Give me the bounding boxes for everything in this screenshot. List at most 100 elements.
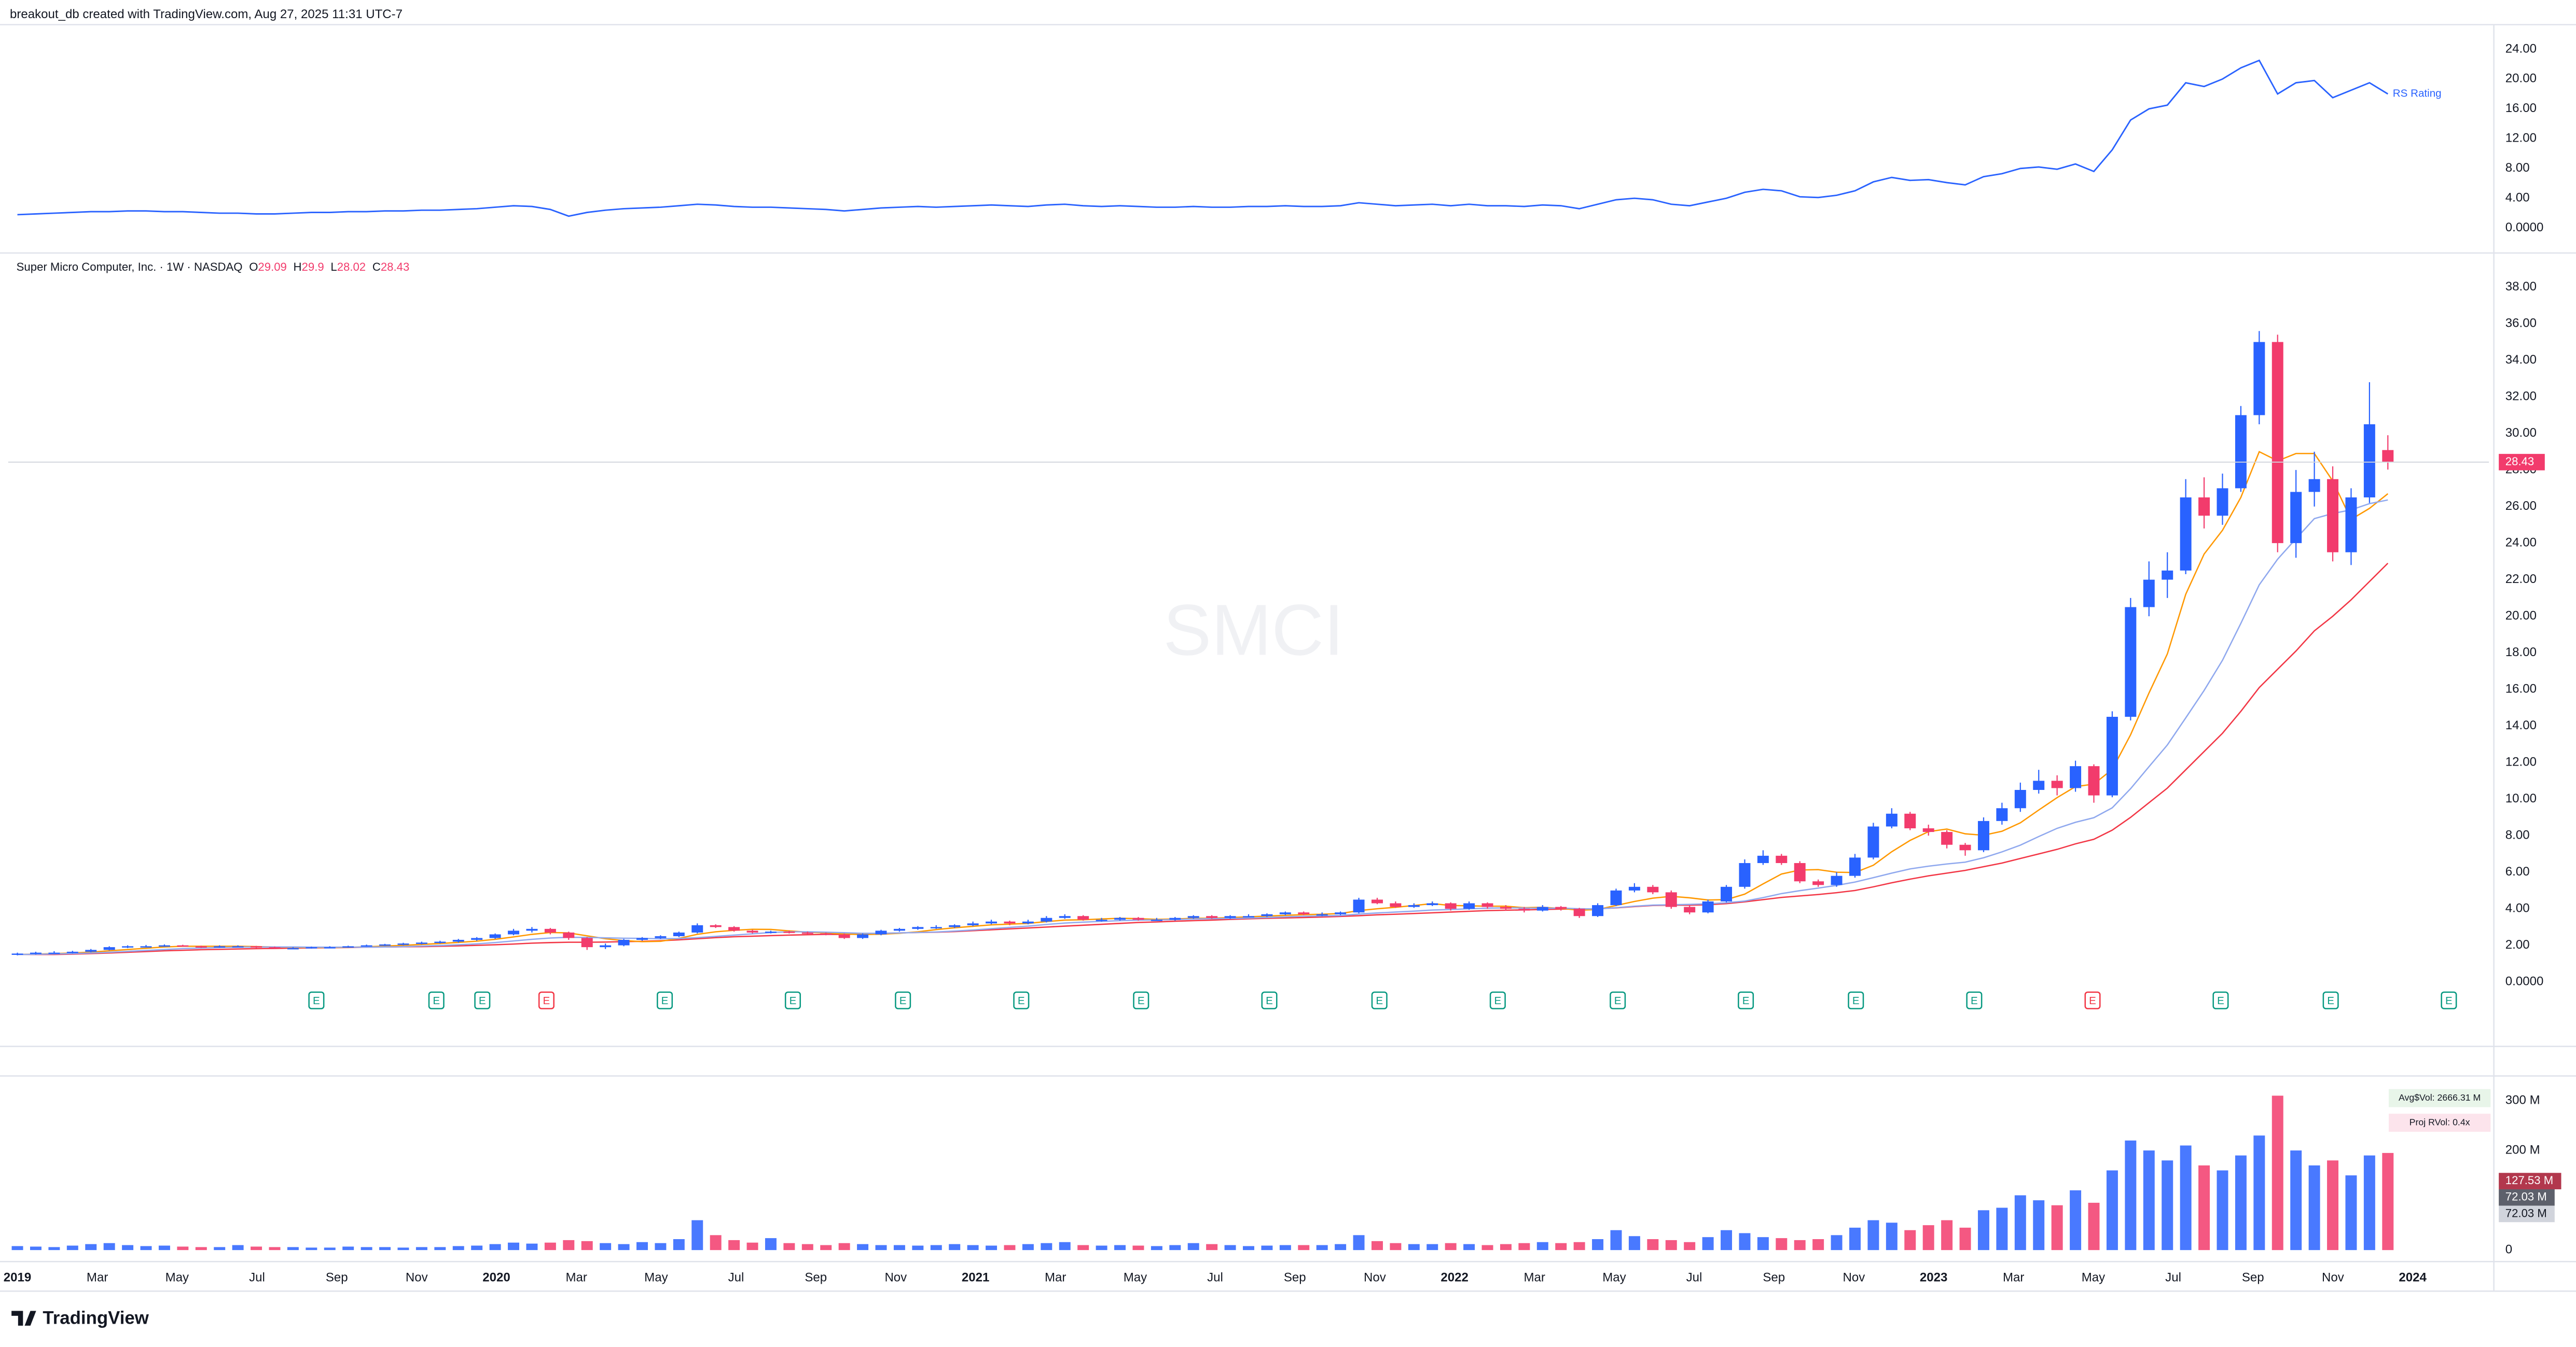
volume-bar — [544, 1242, 556, 1251]
volume-bar — [1059, 1242, 1071, 1251]
volume-bar — [2253, 1135, 2265, 1251]
volume-bar — [103, 1243, 115, 1251]
volume-bar — [508, 1242, 519, 1251]
candle-body — [1628, 886, 1640, 891]
candle-body — [1647, 886, 1659, 893]
candle-body — [1206, 916, 1218, 918]
volume-bar — [1077, 1245, 1089, 1251]
series-label: RS Rating — [2393, 88, 2442, 100]
volume-bar — [1996, 1207, 2008, 1251]
earnings-marker: E — [2084, 991, 2101, 1009]
earnings-badge — [1966, 991, 1983, 1009]
earnings-label: E — [1614, 995, 1622, 1007]
candle-body — [66, 951, 78, 953]
volume-bar — [1151, 1246, 1162, 1251]
volume-bar — [838, 1243, 850, 1251]
volume-bar — [691, 1220, 703, 1251]
volume-bar — [2308, 1165, 2320, 1251]
x-tick-label: Sep — [2242, 1270, 2264, 1284]
volume-bar — [1702, 1237, 1714, 1251]
candle-body — [269, 947, 281, 949]
volume-bar — [1977, 1210, 1989, 1251]
candle-body — [1041, 918, 1052, 922]
x-tick-label: 2022 — [1441, 1270, 1469, 1284]
candle-body — [416, 942, 427, 944]
candle-body — [122, 946, 134, 948]
side-label-box — [2499, 1189, 2555, 1206]
candle-body — [195, 946, 207, 948]
candle-body — [1886, 813, 1898, 827]
x-tick-label: Nov — [2322, 1270, 2344, 1284]
candle-body — [1096, 920, 1107, 921]
volume-bar — [1849, 1227, 1861, 1251]
volume-bar — [526, 1243, 538, 1251]
volume-bar — [177, 1246, 189, 1251]
volume-bar — [1831, 1235, 1843, 1251]
candle-body — [287, 948, 299, 950]
volume-bar — [1922, 1225, 1934, 1251]
volume-bar — [1536, 1242, 1548, 1251]
volume-bar — [1684, 1242, 1696, 1251]
volume-bar — [11, 1246, 23, 1251]
volume-bar — [673, 1239, 685, 1251]
x-tick-label: Mar — [87, 1270, 108, 1284]
candle-body — [967, 923, 979, 925]
candle-body — [1812, 881, 1824, 885]
earnings-marker: E — [2322, 991, 2339, 1009]
volume-bar — [1500, 1244, 1512, 1251]
candle-body — [397, 943, 409, 945]
candle-body — [214, 946, 226, 948]
candle-body — [1427, 903, 1438, 906]
y-tick-label: 30.00 — [2505, 426, 2537, 440]
earnings-label: E — [1266, 995, 1273, 1007]
candle-body — [618, 940, 630, 946]
y-tick-label: 300 M — [2505, 1093, 2540, 1107]
earnings-label: E — [2089, 995, 2096, 1007]
volume-bar — [2235, 1155, 2247, 1251]
candle-body — [2143, 579, 2155, 607]
x-tick-label: Jul — [2165, 1270, 2181, 1284]
candle-body — [2217, 488, 2228, 516]
candle-body — [1114, 918, 1126, 920]
volume-bar — [1886, 1223, 1898, 1251]
candle-body — [1151, 920, 1162, 921]
candle-body — [2162, 570, 2173, 580]
candle-body — [2345, 497, 2357, 552]
candle-body — [544, 928, 556, 933]
volume-bar — [1665, 1240, 1677, 1251]
volume-bar — [195, 1247, 207, 1251]
x-tick-label: Jul — [1207, 1270, 1223, 1284]
candle-body — [1298, 912, 1310, 914]
volume-bar — [2327, 1160, 2339, 1251]
header: breakout_db created with TradingView.com… — [10, 7, 403, 21]
candle-body — [820, 933, 832, 935]
volume-bar — [1427, 1244, 1438, 1251]
y-tick-label: 36.00 — [2505, 316, 2537, 330]
volume-bar — [1353, 1235, 1365, 1251]
logo-text: TradingView — [43, 1308, 149, 1328]
volume-bar — [306, 1247, 317, 1251]
candle-body — [1794, 863, 1806, 882]
ohlc-value: 28.02 — [337, 260, 366, 273]
candle-body — [893, 928, 905, 931]
earnings-marker: E — [784, 991, 801, 1009]
volume-bar — [434, 1247, 446, 1251]
ohlc-value: 28.43 — [381, 260, 409, 273]
earnings-label: E — [661, 995, 669, 1007]
candle-body — [2253, 342, 2265, 415]
earnings-badge — [2084, 991, 2101, 1009]
ohlc-key: L — [330, 260, 337, 273]
volume-bar — [287, 1247, 299, 1251]
candle-body — [30, 952, 41, 954]
candle-body — [1941, 832, 1953, 845]
candle-body — [489, 934, 501, 938]
volume-bar — [728, 1240, 740, 1251]
x-tick-label: 2023 — [1920, 1270, 1948, 1284]
volume-bar — [2143, 1150, 2155, 1251]
candle-body — [710, 925, 722, 927]
candle-body — [2106, 716, 2118, 796]
x-tick-label: Jul — [1686, 1270, 1702, 1284]
candle-body — [379, 944, 391, 946]
x-tick-label: May — [1124, 1270, 1147, 1284]
